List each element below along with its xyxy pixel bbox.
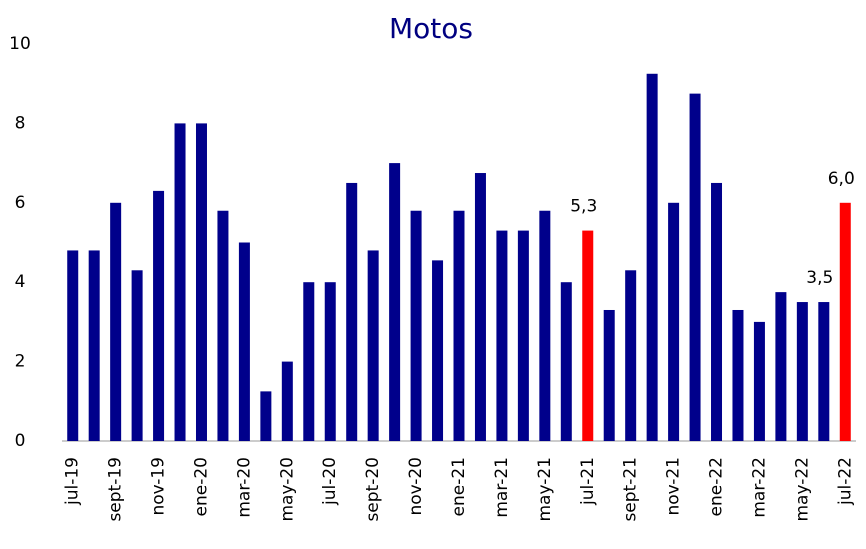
y-tick-label: 4 <box>15 272 26 292</box>
bar <box>110 202 122 441</box>
bar <box>195 123 207 442</box>
x-tick-label: mar-20 <box>234 457 254 518</box>
value-label: 5,3 <box>570 197 597 217</box>
x-tick-label: nov-21 <box>664 457 684 516</box>
bar <box>775 292 787 441</box>
y-tick-label: 8 <box>15 113 26 133</box>
bar <box>668 202 680 441</box>
bar <box>217 210 229 441</box>
bar <box>453 210 465 441</box>
x-tick-label: mar-21 <box>492 457 512 518</box>
bar <box>131 270 143 441</box>
bar <box>474 173 486 441</box>
y-tick-label: 10 <box>9 34 31 54</box>
bar <box>174 123 186 442</box>
bar <box>260 391 272 441</box>
bar <box>281 361 293 441</box>
value-label: 6,0 <box>828 169 855 189</box>
bar <box>153 190 165 441</box>
y-tick-label: 2 <box>15 352 26 372</box>
x-tick-label: sept-21 <box>621 457 641 522</box>
bar <box>303 282 315 441</box>
x-tick-label: nov-20 <box>406 457 426 516</box>
x-tick-label: ene-20 <box>191 457 211 516</box>
bar <box>346 182 358 441</box>
bar <box>88 250 100 441</box>
x-tick-label: may-22 <box>792 457 812 522</box>
bar <box>818 302 830 441</box>
x-tick-label: jul-20 <box>320 457 340 506</box>
bar <box>410 210 422 441</box>
x-tick-label: jul-22 <box>835 457 855 506</box>
bar <box>582 230 594 441</box>
x-tick-label: sept-20 <box>363 457 383 522</box>
bar <box>839 202 851 441</box>
x-tick-label: may-21 <box>535 457 555 522</box>
x-tick-label: jul-19 <box>63 457 83 506</box>
x-tick-label: jul-21 <box>578 457 598 506</box>
bar <box>603 309 615 441</box>
bar <box>625 270 637 441</box>
bar <box>517 230 529 441</box>
x-tick-label: nov-19 <box>149 457 169 516</box>
bar <box>496 230 508 441</box>
chart-title: Motos <box>389 12 473 45</box>
x-tick-label: ene-21 <box>449 457 469 516</box>
bar <box>560 282 572 441</box>
x-tick-label: sept-19 <box>106 457 126 522</box>
bar <box>539 210 551 441</box>
bar <box>689 93 701 441</box>
bar <box>753 321 765 441</box>
bar <box>367 250 379 441</box>
bar <box>646 73 658 442</box>
y-tick-label: 6 <box>15 193 26 213</box>
bar <box>432 260 444 441</box>
bar <box>732 309 744 441</box>
y-tick-label: 0 <box>15 431 26 451</box>
bar <box>389 163 401 441</box>
bar <box>796 302 808 441</box>
bar <box>711 182 723 441</box>
bar <box>67 250 79 441</box>
bar <box>238 242 250 441</box>
x-tick-label: ene-22 <box>707 457 727 516</box>
value-label: 3,5 <box>806 268 833 288</box>
bar <box>324 282 336 441</box>
x-tick-label: mar-22 <box>749 457 769 518</box>
x-tick-label: may-20 <box>277 457 297 522</box>
